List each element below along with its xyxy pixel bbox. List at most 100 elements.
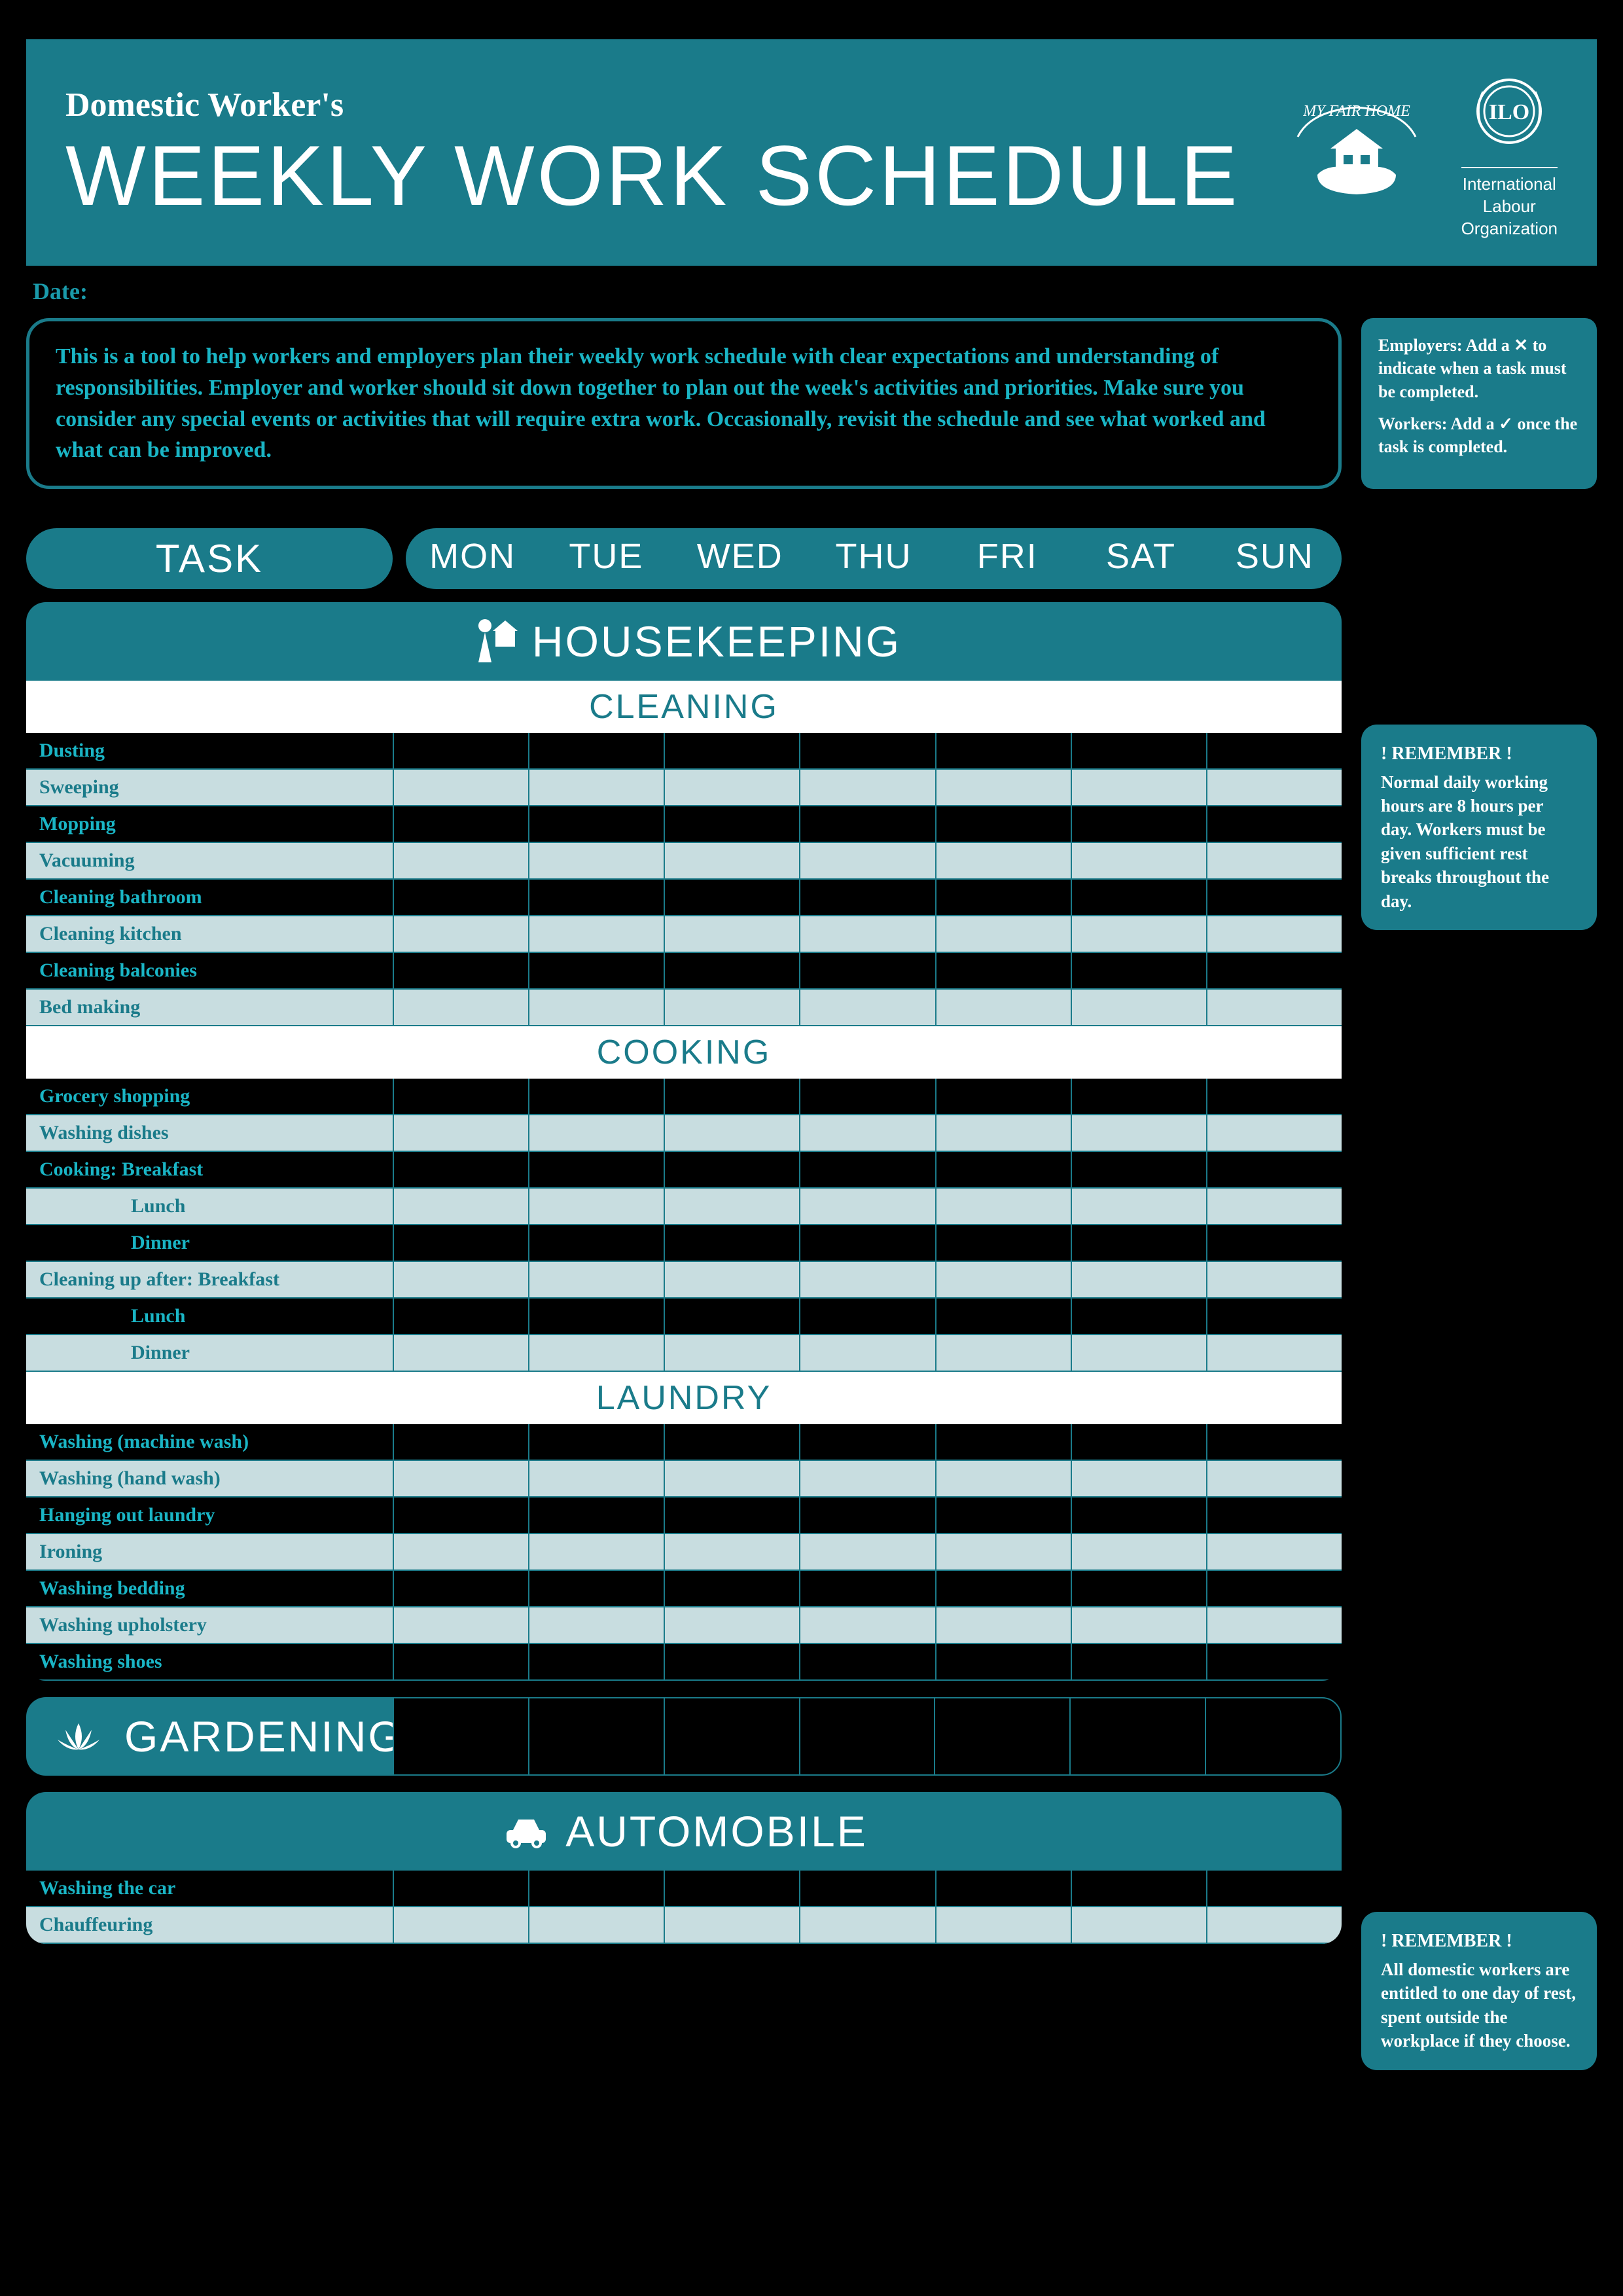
task-cell[interactable] xyxy=(935,1461,1071,1498)
task-cell[interactable] xyxy=(799,1571,935,1607)
task-cell[interactable] xyxy=(1206,1424,1342,1461)
task-cell[interactable] xyxy=(664,1424,799,1461)
task-cell[interactable] xyxy=(664,1498,799,1534)
task-cell[interactable] xyxy=(664,1079,799,1115)
task-cell[interactable] xyxy=(1071,1079,1206,1115)
task-cell[interactable] xyxy=(528,1262,664,1299)
task-cell[interactable] xyxy=(935,843,1071,880)
task-cell[interactable] xyxy=(1071,733,1206,770)
task-cell[interactable] xyxy=(528,1152,664,1189)
task-cell[interactable] xyxy=(1071,1262,1206,1299)
task-cell[interactable] xyxy=(799,1225,935,1262)
task-cell[interactable] xyxy=(393,1079,528,1115)
task-cell[interactable] xyxy=(528,1534,664,1571)
task-cell[interactable] xyxy=(1071,1115,1206,1152)
task-cell[interactable] xyxy=(528,1225,664,1262)
task-cell[interactable] xyxy=(799,806,935,843)
task-cell[interactable] xyxy=(935,1299,1071,1335)
task-cell[interactable] xyxy=(1206,1907,1342,1944)
task-cell[interactable] xyxy=(393,1498,528,1534)
task-cell[interactable] xyxy=(935,1079,1071,1115)
task-cell[interactable] xyxy=(664,880,799,916)
task-cell[interactable] xyxy=(1071,990,1206,1026)
task-cell[interactable] xyxy=(799,1871,935,1907)
task-cell[interactable] xyxy=(393,1152,528,1189)
task-cell[interactable] xyxy=(799,1189,935,1225)
task-cell[interactable] xyxy=(664,916,799,953)
task-cell[interactable] xyxy=(528,916,664,953)
task-cell[interactable] xyxy=(393,916,528,953)
task-cell[interactable] xyxy=(799,733,935,770)
task-cell[interactable] xyxy=(393,1299,528,1335)
task-cell[interactable] xyxy=(799,880,935,916)
task-cell[interactable] xyxy=(935,990,1071,1026)
task-cell[interactable] xyxy=(935,770,1071,806)
task-cell[interactable] xyxy=(528,1079,664,1115)
task-cell[interactable] xyxy=(528,953,664,990)
task-cell[interactable] xyxy=(1206,1335,1342,1372)
date-label[interactable]: Date: xyxy=(26,266,1597,312)
task-cell[interactable] xyxy=(664,990,799,1026)
task-cell[interactable] xyxy=(799,1079,935,1115)
task-cell[interactable] xyxy=(935,1424,1071,1461)
task-cell[interactable] xyxy=(935,1607,1071,1644)
task-cell[interactable] xyxy=(1071,916,1206,953)
task-cell[interactable] xyxy=(528,1189,664,1225)
task-cell[interactable] xyxy=(935,1225,1071,1262)
task-cell[interactable] xyxy=(1206,1262,1342,1299)
task-cell[interactable] xyxy=(1071,1189,1206,1225)
task-cell[interactable] xyxy=(393,1424,528,1461)
task-cell[interactable] xyxy=(664,1907,799,1944)
task-cell[interactable] xyxy=(799,1907,935,1944)
task-cell[interactable] xyxy=(393,1907,528,1944)
task-cell[interactable] xyxy=(528,1299,664,1335)
task-cell[interactable] xyxy=(799,1607,935,1644)
task-cell[interactable] xyxy=(1206,1534,1342,1571)
task-cell[interactable] xyxy=(664,1262,799,1299)
task-cell[interactable] xyxy=(528,1907,664,1944)
task-cell[interactable] xyxy=(393,1262,528,1299)
task-cell[interactable] xyxy=(935,916,1071,953)
task-cell[interactable] xyxy=(528,1424,664,1461)
task-cell[interactable] xyxy=(799,1152,935,1189)
task-cell[interactable] xyxy=(664,1189,799,1225)
task-cell[interactable] xyxy=(1071,1534,1206,1571)
task-cell[interactable] xyxy=(1071,880,1206,916)
task-cell[interactable] xyxy=(934,1697,1069,1776)
task-cell[interactable] xyxy=(1205,1697,1342,1776)
task-cell[interactable] xyxy=(393,770,528,806)
task-cell[interactable] xyxy=(528,733,664,770)
task-cell[interactable] xyxy=(528,880,664,916)
task-cell[interactable] xyxy=(1206,916,1342,953)
task-cell[interactable] xyxy=(664,806,799,843)
task-cell[interactable] xyxy=(935,1115,1071,1152)
task-cell[interactable] xyxy=(935,1644,1071,1681)
task-cell[interactable] xyxy=(393,1225,528,1262)
task-cell[interactable] xyxy=(393,1115,528,1152)
task-cell[interactable] xyxy=(1071,1299,1206,1335)
task-cell[interactable] xyxy=(664,1571,799,1607)
task-cell[interactable] xyxy=(528,843,664,880)
task-cell[interactable] xyxy=(393,880,528,916)
task-cell[interactable] xyxy=(664,843,799,880)
task-cell[interactable] xyxy=(1071,843,1206,880)
task-cell[interactable] xyxy=(1071,1871,1206,1907)
task-cell[interactable] xyxy=(799,953,935,990)
task-cell[interactable] xyxy=(799,1335,935,1372)
task-cell[interactable] xyxy=(935,1571,1071,1607)
task-cell[interactable] xyxy=(664,953,799,990)
task-cell[interactable] xyxy=(393,1871,528,1907)
task-cell[interactable] xyxy=(1206,806,1342,843)
task-cell[interactable] xyxy=(1206,1871,1342,1907)
task-cell[interactable] xyxy=(1071,1607,1206,1644)
task-cell[interactable] xyxy=(1071,806,1206,843)
task-cell[interactable] xyxy=(799,916,935,953)
task-cell[interactable] xyxy=(1206,1498,1342,1534)
task-cell[interactable] xyxy=(664,1461,799,1498)
task-cell[interactable] xyxy=(1071,1498,1206,1534)
task-cell[interactable] xyxy=(528,1461,664,1498)
task-cell[interactable] xyxy=(799,1299,935,1335)
task-cell[interactable] xyxy=(799,1461,935,1498)
task-cell[interactable] xyxy=(664,1697,799,1776)
task-cell[interactable] xyxy=(1071,1152,1206,1189)
